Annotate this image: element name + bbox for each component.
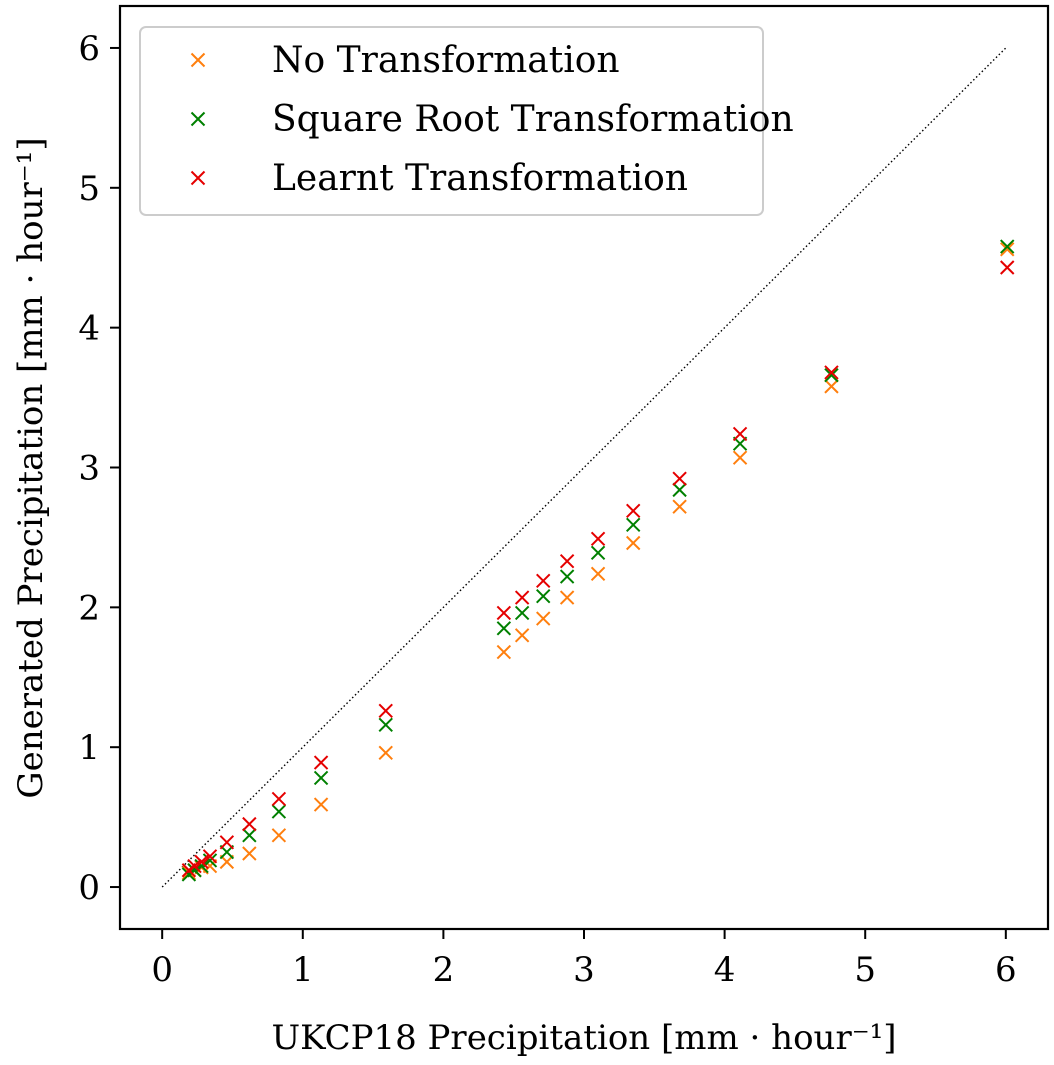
data-point bbox=[378, 703, 393, 719]
data-point bbox=[824, 379, 839, 394]
data-point bbox=[590, 566, 606, 581]
data-point bbox=[672, 482, 687, 498]
series-1 bbox=[181, 242, 1015, 881]
data-point bbox=[514, 628, 530, 643]
x-tick-label: 4 bbox=[714, 950, 736, 990]
y-tick-label: 6 bbox=[78, 29, 100, 69]
data-point bbox=[536, 573, 551, 588]
data-point bbox=[202, 849, 218, 864]
data-point bbox=[271, 791, 287, 807]
data-point bbox=[194, 854, 209, 870]
y-tick-label: 2 bbox=[78, 588, 100, 628]
data-point bbox=[313, 755, 329, 770]
y-tick-label: 0 bbox=[78, 868, 100, 908]
data-point bbox=[1000, 242, 1015, 257]
data-point bbox=[514, 605, 530, 621]
data-point bbox=[672, 499, 687, 514]
legend-label: No Transformation bbox=[272, 40, 620, 81]
data-point bbox=[271, 828, 287, 843]
x-tick-label: 5 bbox=[854, 950, 876, 990]
data-point bbox=[626, 503, 641, 519]
data-point bbox=[1000, 260, 1015, 275]
legend-marker bbox=[190, 52, 206, 68]
data-point bbox=[496, 605, 512, 621]
legend-label: Learnt Transformation bbox=[272, 158, 688, 199]
x-tick-label: 1 bbox=[292, 950, 314, 990]
data-point bbox=[242, 846, 257, 861]
x-tick-label: 6 bbox=[995, 950, 1017, 990]
legend-marker bbox=[190, 111, 206, 127]
data-point bbox=[219, 835, 235, 850]
data-point bbox=[242, 828, 257, 843]
legend-box bbox=[139, 26, 764, 216]
data-point bbox=[732, 426, 748, 442]
data-point bbox=[824, 367, 839, 383]
data-point bbox=[559, 590, 575, 605]
data-point bbox=[313, 797, 329, 812]
data-point bbox=[496, 644, 512, 660]
y-tick-label: 4 bbox=[78, 309, 100, 349]
y-tick-label: 5 bbox=[78, 169, 100, 209]
legend-label: Square Root Transformation bbox=[272, 99, 794, 140]
data-point bbox=[496, 621, 512, 636]
series-3 bbox=[181, 260, 1015, 878]
y-tick-label: 3 bbox=[78, 449, 100, 489]
data-point bbox=[536, 588, 551, 604]
data-point bbox=[559, 569, 575, 584]
data-point bbox=[590, 545, 606, 561]
data-point bbox=[824, 365, 839, 380]
data-point bbox=[378, 717, 393, 733]
series-2 bbox=[181, 239, 1015, 882]
data-point bbox=[1000, 239, 1015, 254]
x-tick-label: 2 bbox=[433, 950, 455, 990]
y-axis-label: Generated Precipitation [mm · hour⁻¹] bbox=[11, 137, 51, 798]
legend-marker bbox=[190, 170, 206, 186]
data-point bbox=[271, 804, 287, 819]
data-point bbox=[187, 858, 202, 874]
x-tick-label: 3 bbox=[573, 950, 595, 990]
plot-area bbox=[161, 47, 1015, 888]
legend: No Transformation Square Root Transformat… bbox=[139, 26, 794, 216]
data-point bbox=[242, 816, 257, 832]
data-point bbox=[514, 590, 530, 605]
data-point bbox=[559, 553, 575, 569]
x-tick-label: 0 bbox=[151, 950, 173, 990]
data-point bbox=[732, 450, 748, 465]
data-point bbox=[378, 745, 393, 760]
data-point bbox=[313, 770, 329, 786]
data-point bbox=[536, 611, 551, 626]
data-point bbox=[672, 471, 687, 486]
data-point bbox=[590, 531, 606, 547]
data-point bbox=[626, 517, 641, 533]
x-axis-label: UKCP18 Precipitation [mm · hour⁻¹] bbox=[271, 1018, 896, 1058]
y-tick-label: 1 bbox=[78, 728, 100, 768]
axis-ticks: 0 1 2 3 4 5 6 0 1 2 3 4 5 6 bbox=[78, 29, 1016, 990]
data-point bbox=[626, 535, 641, 551]
